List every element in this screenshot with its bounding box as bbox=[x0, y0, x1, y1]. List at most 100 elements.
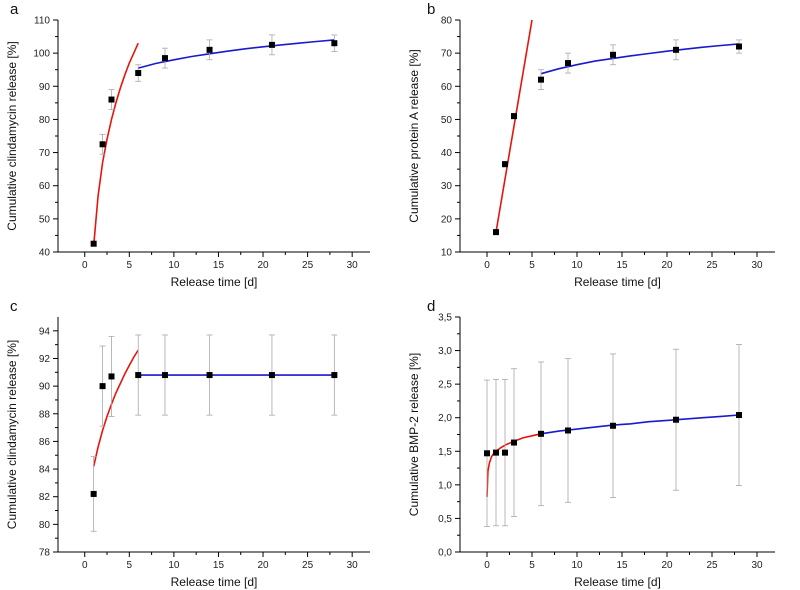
y-tick-label: 60 bbox=[39, 181, 51, 192]
x-tick-label: 10 bbox=[571, 260, 583, 271]
data-point bbox=[610, 422, 616, 429]
x-tick-label: 20 bbox=[257, 260, 269, 271]
x-tick-label: 20 bbox=[661, 260, 673, 271]
data-point bbox=[108, 96, 115, 103]
fit-curve-late bbox=[137, 39, 335, 69]
y-tick-label: 88 bbox=[39, 409, 51, 420]
x-tick-label: 25 bbox=[706, 260, 718, 271]
data-point bbox=[484, 450, 490, 457]
data-point bbox=[331, 372, 338, 379]
y-tick-label: 1,5 bbox=[438, 447, 452, 458]
y-tick-label: 86 bbox=[39, 437, 51, 448]
y-tick-label: 40 bbox=[441, 148, 453, 159]
x-tick-label: 15 bbox=[213, 560, 225, 571]
data-point bbox=[736, 412, 742, 419]
x-tick-label: 0 bbox=[484, 560, 490, 571]
y-axis-title: Cumulative BMP-2 release [%] bbox=[407, 353, 421, 516]
x-tick-label: 30 bbox=[751, 560, 763, 571]
y-tick-label: 50 bbox=[441, 115, 453, 126]
x-tick-label: 10 bbox=[571, 560, 583, 571]
fit-curve-early bbox=[92, 42, 139, 246]
data-point bbox=[90, 490, 97, 497]
data-point bbox=[268, 372, 275, 379]
data-point bbox=[331, 40, 338, 47]
data-point bbox=[511, 439, 517, 446]
data-point bbox=[565, 427, 571, 434]
data-point bbox=[511, 113, 517, 120]
x-tick-label: 15 bbox=[616, 260, 628, 271]
y-tick-label: 90 bbox=[39, 82, 51, 93]
y-tick-label: 40 bbox=[39, 248, 51, 259]
y-tick-label: 3,0 bbox=[438, 346, 452, 357]
y-tick-label: 2,0 bbox=[438, 413, 452, 424]
x-tick-label: 10 bbox=[168, 260, 180, 271]
data-point bbox=[493, 229, 499, 236]
y-tick-label: 3,5 bbox=[438, 313, 452, 324]
y-tick-label: 82 bbox=[39, 492, 51, 503]
x-tick-label: 0 bbox=[82, 560, 88, 571]
y-tick-label: 92 bbox=[39, 354, 51, 365]
panel-letter: d bbox=[427, 298, 435, 315]
x-tick-label: 10 bbox=[168, 560, 180, 571]
chart-panel-a: a 0 5 10 15 20 25 30 40 50 60 70 80 90 100 110 Release t… bbox=[5, 1, 370, 289]
y-tick-label: 60 bbox=[441, 82, 453, 93]
x-tick-label: 30 bbox=[347, 260, 359, 271]
y-tick-label: 0,0 bbox=[438, 548, 452, 559]
data-point bbox=[135, 70, 142, 77]
x-tick-label: 5 bbox=[529, 560, 535, 571]
y-tick-label: 80 bbox=[39, 520, 51, 531]
data-point bbox=[736, 43, 742, 50]
data-point bbox=[99, 141, 106, 148]
fit-curve-early bbox=[495, 19, 533, 233]
y-tick-label: 110 bbox=[34, 16, 50, 27]
y-tick-label: 70 bbox=[441, 49, 453, 60]
data-point bbox=[99, 383, 106, 390]
x-tick-label: 30 bbox=[347, 560, 359, 571]
data-point bbox=[135, 372, 142, 379]
panel-letter: a bbox=[10, 1, 19, 18]
x-tick-label: 5 bbox=[127, 260, 133, 271]
x-tick-label: 20 bbox=[661, 560, 673, 571]
x-tick-label: 0 bbox=[82, 260, 88, 271]
data-point bbox=[673, 46, 679, 53]
y-tick-label: 30 bbox=[441, 181, 453, 192]
y-tick-label: 10 bbox=[441, 248, 453, 259]
data-point bbox=[610, 51, 616, 58]
data-point bbox=[502, 161, 508, 168]
data-point bbox=[502, 449, 508, 456]
data-point bbox=[538, 430, 544, 437]
x-tick-label: 20 bbox=[257, 560, 269, 571]
x-tick-label: 5 bbox=[127, 560, 133, 571]
data-point bbox=[565, 60, 571, 67]
data-point bbox=[538, 76, 544, 83]
data-point bbox=[206, 46, 213, 53]
y-tick-label: 50 bbox=[39, 214, 51, 225]
x-tick-label: 25 bbox=[706, 560, 718, 571]
x-tick-label: 25 bbox=[302, 560, 314, 571]
x-tick-label: 15 bbox=[213, 260, 225, 271]
y-tick-label: 84 bbox=[39, 465, 51, 476]
y-axis-title: Cumulative clindamycin release [%] bbox=[5, 340, 19, 529]
panel-letter: c bbox=[10, 298, 18, 315]
y-tick-label: 80 bbox=[39, 115, 51, 126]
y-tick-label: 100 bbox=[33, 49, 50, 60]
y-tick-label: 90 bbox=[39, 382, 51, 393]
data-point bbox=[161, 55, 168, 62]
data-point bbox=[90, 240, 97, 247]
data-point bbox=[206, 372, 213, 379]
x-tick-label: 0 bbox=[484, 260, 490, 271]
chart-panel-d: d 0 5 10 15 20 25 30 0,0 0,5 1,0 1,5 2,0 2,5 3,0 3,5 Rel… bbox=[407, 298, 775, 589]
data-point bbox=[673, 416, 679, 423]
y-axis-title: Cumulative protein A release [%] bbox=[407, 49, 421, 222]
fit-curve-early bbox=[486, 433, 542, 497]
y-tick-label: 78 bbox=[39, 548, 51, 559]
panel-letter: b bbox=[427, 1, 435, 18]
x-tick-label: 5 bbox=[529, 260, 535, 271]
fit-curve-late bbox=[540, 43, 740, 75]
y-tick-label: 2,5 bbox=[438, 380, 452, 391]
data-point bbox=[108, 373, 115, 380]
x-axis-title: Release time [d] bbox=[171, 275, 258, 289]
x-axis-title: Release time [d] bbox=[171, 575, 258, 589]
x-tick-label: 15 bbox=[616, 560, 628, 571]
